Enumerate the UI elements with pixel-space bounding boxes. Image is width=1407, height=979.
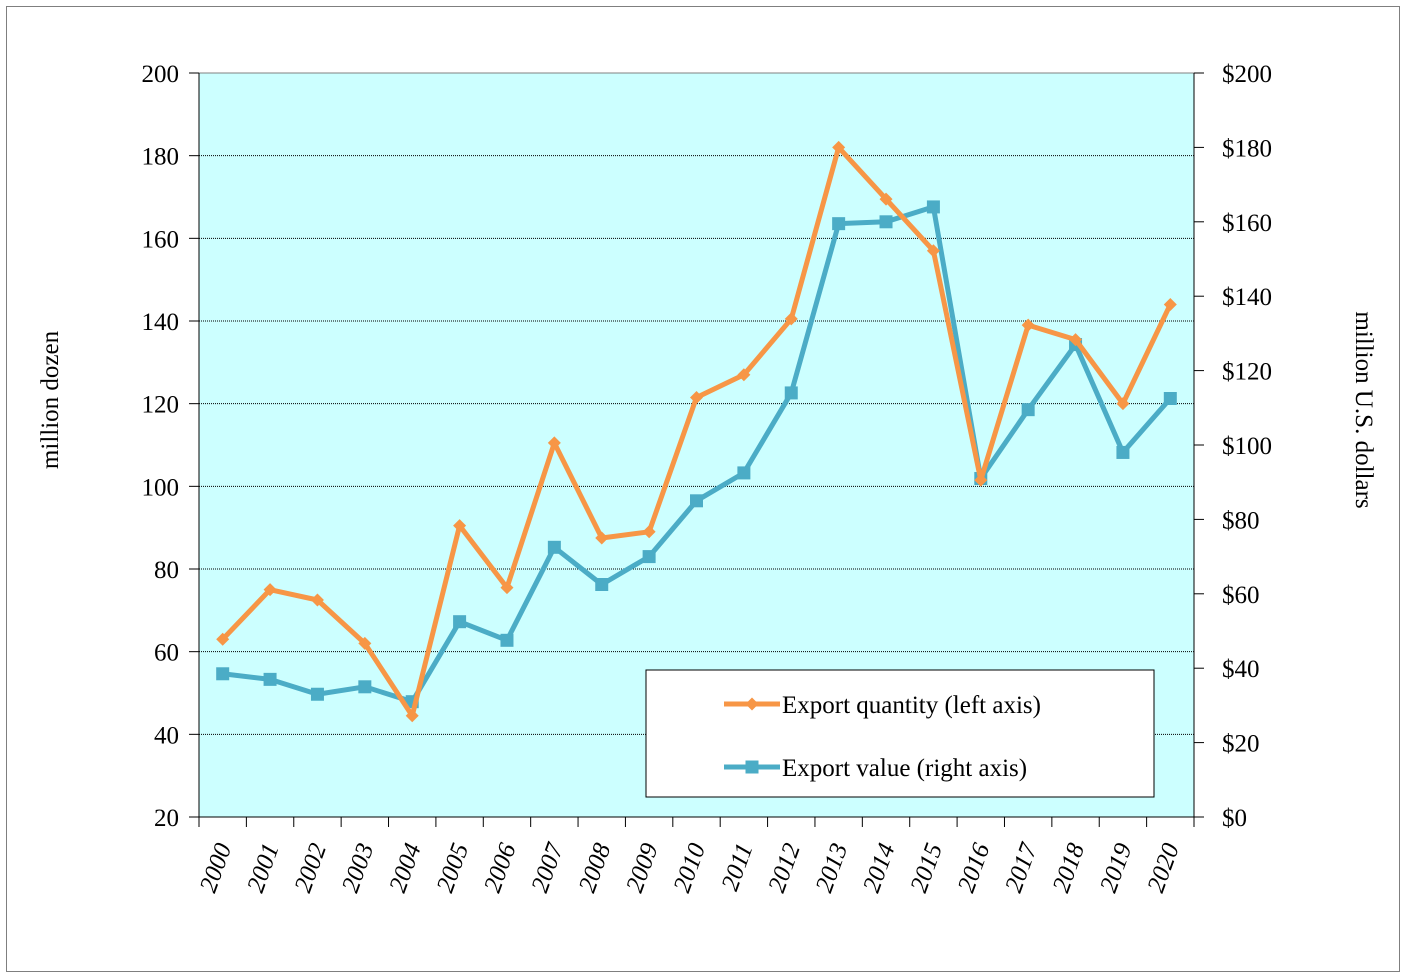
square-marker (1116, 445, 1130, 459)
x-tick-label: 2008 (574, 839, 617, 896)
x-tick-label: 2017 (1000, 838, 1043, 896)
x-tick-label: 2010 (669, 839, 712, 896)
x-tick-label: 2004 (384, 840, 426, 896)
square-marker (453, 615, 467, 629)
x-tick-label: 2019 (1095, 839, 1138, 896)
x-tick-label: 2014 (858, 840, 900, 896)
right-tick-label: $200 (1222, 61, 1272, 88)
legend-items: Export quantity (left axis) Export value … (724, 692, 1041, 782)
x-tick-label: 2013 (811, 840, 853, 896)
right-tick-label: $0 (1222, 805, 1247, 832)
x-axis-ticks: 2000 2001 2002 2003 2004 2005 2006 2007 2008 2009… (195, 817, 1195, 896)
diamond-marker (642, 525, 656, 539)
right-tick-label: $60 (1222, 582, 1260, 609)
diamond-marker (737, 368, 751, 382)
diamond-marker (745, 697, 759, 711)
square-marker (784, 386, 798, 400)
diamond-marker (784, 312, 798, 326)
left-tick-label: 120 (142, 392, 180, 419)
legend: Export quantity (left axis) Export value … (645, 669, 1155, 798)
left-tick-label: 100 (142, 474, 180, 501)
right-tick-label: $140 (1222, 284, 1272, 311)
diamond-marker (1116, 397, 1130, 411)
square-marker (745, 760, 759, 774)
diamond-marker (974, 473, 988, 487)
diamond-marker (500, 581, 514, 595)
square-marker (358, 680, 372, 694)
left-axis-ticks: 20 40 60 80 100 120 140 160 180 200 (142, 61, 199, 832)
square-marker (1021, 403, 1035, 417)
square-marker (642, 550, 656, 564)
x-tick-label: 2001 (242, 840, 284, 896)
left-tick-label: 80 (154, 557, 179, 584)
x-tick-label: 2007 (527, 838, 570, 896)
diamond-marker (358, 636, 372, 650)
legend-label: Export value (right axis) (782, 755, 1027, 782)
square-marker (595, 578, 609, 591)
diamond-marker (263, 583, 277, 597)
right-tick-label: $120 (1222, 359, 1272, 386)
x-tick-label: 2018 (1048, 839, 1091, 896)
right-axis-ticks: $0 $20 $40 $60 $80 $100 $120 $140 $160 $180 $200 (1194, 61, 1272, 832)
square-marker (926, 200, 940, 214)
square-marker (263, 672, 277, 686)
diamond-marker (832, 140, 846, 154)
square-marker (690, 494, 703, 508)
x-tick-label: 2003 (337, 840, 379, 896)
square-marker (310, 687, 324, 701)
square-marker (1163, 392, 1177, 405)
series-layer (216, 140, 1177, 723)
left-tick-label: 140 (142, 309, 180, 336)
x-tick-label: 2005 (432, 840, 474, 896)
x-tick-label: 2002 (290, 840, 332, 896)
x-tick-label: 2006 (479, 839, 522, 896)
diamond-marker (216, 632, 230, 646)
right-tick-label: $40 (1222, 656, 1260, 683)
diamond-marker (1021, 318, 1035, 332)
diamond-marker (1069, 333, 1083, 347)
left-tick-label: 40 (154, 722, 179, 749)
square-marker (832, 217, 846, 231)
diamond-marker (690, 390, 703, 404)
right-tick-label: $20 (1222, 731, 1260, 758)
diamond-marker (453, 519, 467, 533)
left-axis-title: million dozen (37, 330, 64, 469)
x-tick-label: 2016 (953, 839, 996, 896)
diamond-marker (879, 192, 893, 206)
x-tick-label: 2012 (763, 840, 805, 896)
diamond-marker (547, 436, 561, 450)
square-marker (737, 466, 751, 480)
x-tick-label: 2015 (906, 840, 948, 896)
right-tick-label: $180 (1222, 135, 1272, 162)
diamond-marker (1163, 297, 1177, 311)
left-tick-label: 160 (142, 226, 180, 253)
diamond-marker (595, 531, 609, 545)
square-marker (216, 667, 230, 681)
diamond-marker (405, 709, 419, 723)
right-tick-label: $80 (1222, 507, 1260, 534)
right-tick-label: $100 (1222, 433, 1272, 460)
left-tick-label: 200 (142, 61, 180, 88)
left-tick-label: 60 (154, 640, 179, 667)
legend-label: Export quantity (left axis) (782, 692, 1041, 719)
square-marker (547, 540, 561, 554)
diamond-marker (926, 244, 940, 258)
series-export-quantity (216, 140, 1177, 723)
x-tick-label: 2000 (195, 839, 238, 896)
left-tick-label: 180 (142, 144, 180, 171)
diamond-marker (310, 593, 324, 607)
right-axis-title: million U.S. dollars (1350, 311, 1377, 508)
left-tick-label: 20 (154, 805, 179, 832)
square-marker (879, 215, 893, 229)
legend-box (645, 669, 1155, 798)
x-tick-label: 2011 (717, 840, 759, 894)
x-tick-label: 2020 (1142, 839, 1185, 896)
right-tick-label: $160 (1222, 210, 1272, 237)
square-marker (500, 633, 514, 647)
x-tick-label: 2009 (621, 839, 664, 896)
